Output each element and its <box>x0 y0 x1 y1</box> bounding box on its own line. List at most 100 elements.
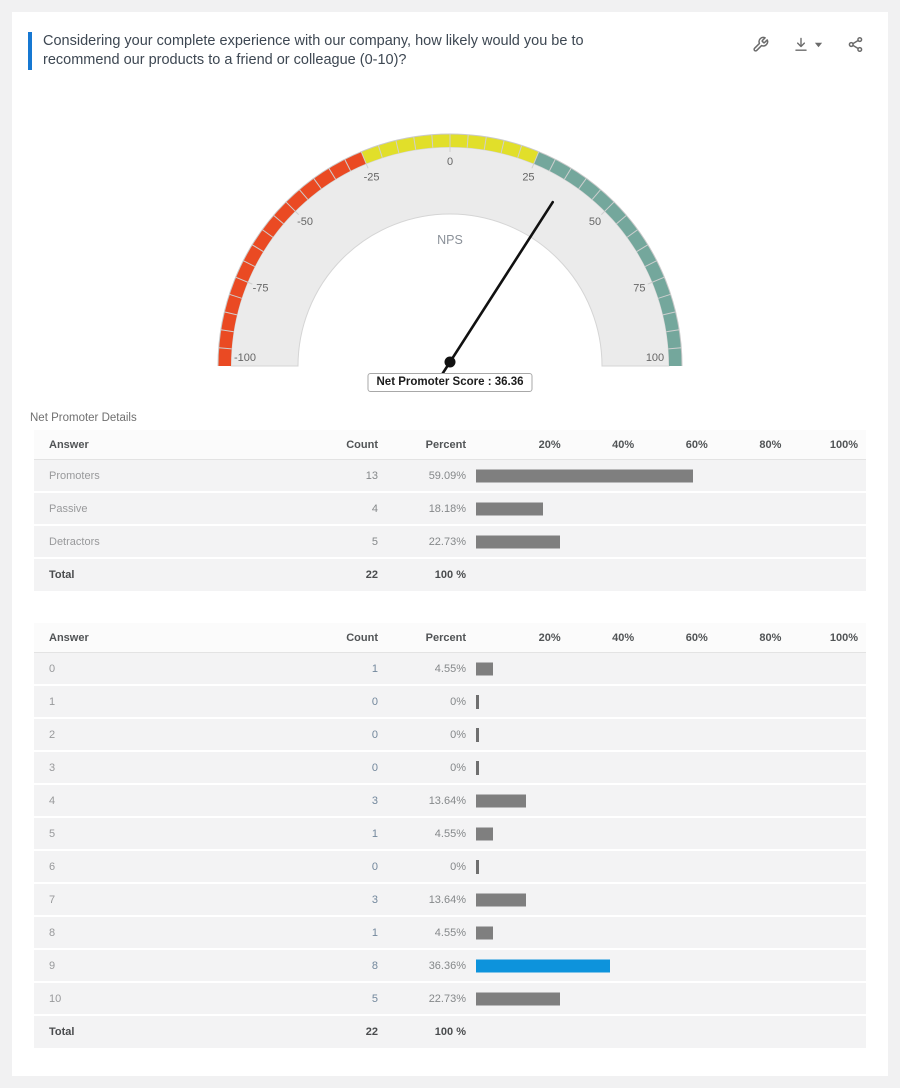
gauge-needle <box>437 201 555 381</box>
table-total-row: Total 22 100 % <box>34 559 866 592</box>
column-header-count: Count <box>346 631 378 644</box>
table-row: 7 3 13.64% <box>34 884 866 918</box>
column-header-percent: Percent <box>425 631 466 644</box>
gauge-tick <box>636 244 649 253</box>
bar-cell <box>466 686 866 717</box>
total-percent: 100 % <box>434 1026 466 1039</box>
count-cell[interactable]: 0 <box>371 761 378 774</box>
scale-label: 100% <box>829 631 859 644</box>
count-cell[interactable]: 5 <box>371 992 378 1005</box>
gauge-tick <box>466 134 469 148</box>
gauge-tick <box>344 159 352 172</box>
scale-header: 20% 40% 60% 80% 100% <box>466 623 866 652</box>
count-cell[interactable]: 1 <box>371 827 378 840</box>
count-cell[interactable]: 0 <box>371 728 378 741</box>
count-cell[interactable]: 1 <box>371 662 378 675</box>
answer-cell: 6 <box>49 860 56 873</box>
percent-bar <box>476 893 527 907</box>
download-button[interactable] <box>793 36 823 53</box>
nps-gauge-section: -100 -75 -50 -25 0 25 50 75 100 NPS Net Promoter … <box>12 84 888 406</box>
gauge-tick <box>220 329 234 333</box>
table-row: Passive 4 18.18% <box>34 493 866 527</box>
gauge-tick <box>235 277 253 285</box>
answer-cell: 5 <box>49 827 56 840</box>
question-header: Considering your complete experience wit… <box>12 12 888 71</box>
gauge-tick <box>218 347 232 350</box>
download-icon <box>795 37 807 51</box>
gauge-tick <box>413 137 417 151</box>
count-cell[interactable]: 1 <box>371 926 378 939</box>
header-actions <box>752 36 864 53</box>
column-header-answer: Answer <box>49 438 89 451</box>
share-icon <box>848 36 863 53</box>
gauge-tick <box>666 329 680 333</box>
gauge-tick <box>395 140 400 154</box>
percent-bar <box>476 694 479 709</box>
gauge-axis-label: -50 <box>297 216 313 228</box>
gauge-tick <box>616 215 627 225</box>
table-row: Detractors 5 22.73% <box>34 526 866 560</box>
question-title: Considering your complete experience wit… <box>28 32 659 71</box>
column-header-percent: Percent <box>425 438 466 451</box>
percent-cell: 59.09% <box>428 469 466 482</box>
percent-cell: 0% <box>450 761 466 774</box>
table-row: Promoters 13 59.09% <box>34 460 866 494</box>
total-label: Total <box>49 1026 75 1039</box>
percent-cell: 4.55% <box>434 926 466 939</box>
gauge-tick <box>578 178 587 190</box>
scale-label: 60% <box>685 631 708 644</box>
customize-button[interactable] <box>752 36 769 53</box>
table-row: 6 0 0% <box>34 851 866 885</box>
total-bar-cell <box>466 559 866 591</box>
scale-label: 20% <box>538 631 561 644</box>
scale-label: 100% <box>829 438 859 451</box>
gauge-tick <box>626 229 638 238</box>
gauge-chart: -100 -75 -50 -25 0 25 50 75 100 NPS <box>217 133 683 381</box>
count-cell[interactable]: 0 <box>371 695 378 708</box>
answer-cell: Passive <box>49 502 88 515</box>
bar-cell <box>466 460 866 491</box>
scale-header: 20% 40% 60% 80% 100% <box>466 430 866 459</box>
answer-cell: 4 <box>49 794 56 807</box>
answer-cell: 9 <box>49 959 56 972</box>
answer-cell: 7 <box>49 893 56 906</box>
gauge-tick <box>360 151 369 169</box>
answer-cell: 1 <box>49 695 56 708</box>
bar-cell <box>466 493 866 524</box>
gauge-axis-label: -100 <box>234 352 256 364</box>
bar-cell <box>466 983 866 1014</box>
gauge-tick <box>328 168 336 180</box>
table-total-row: Total 22 100 % <box>34 1016 866 1049</box>
gauge-center-label: NPS <box>437 233 463 247</box>
gauge-tooltip: Net Promoter Score : 36.36 <box>367 373 533 393</box>
percent-cell: 4.55% <box>434 662 466 675</box>
scale-label: 40% <box>612 438 635 451</box>
percent-cell: 4.55% <box>434 827 466 840</box>
percent-cell: 0% <box>450 695 466 708</box>
gauge-tick <box>243 260 256 268</box>
answer-cell: Promoters <box>49 469 100 482</box>
report-card: Considering your complete experience wit… <box>12 12 888 1076</box>
total-label: Total <box>49 569 75 582</box>
gauge-tick <box>600 201 615 216</box>
share-button[interactable] <box>847 36 864 53</box>
count-cell[interactable]: 3 <box>371 794 378 807</box>
count-cell[interactable]: 8 <box>371 959 378 972</box>
gauge-tick <box>285 201 300 216</box>
gauge-tick <box>500 140 505 154</box>
percent-bar <box>476 760 479 775</box>
gauge-tick <box>273 215 284 225</box>
count-cell[interactable]: 3 <box>371 893 378 906</box>
answer-cell: 3 <box>49 761 56 774</box>
gauge-axis-label: 75 <box>633 283 645 295</box>
gauge-axis-label: 25 <box>522 172 534 184</box>
count-cell[interactable]: 0 <box>371 860 378 873</box>
gauge-tick <box>647 277 665 285</box>
table-row: 0 1 4.55% <box>34 653 866 687</box>
promoter-zone <box>533 151 682 367</box>
percent-cell: 22.73% <box>428 535 466 548</box>
table-header-row: Answer Count Percent 20% 40% 60% 80% 100% <box>34 623 866 654</box>
scale-label: 80% <box>759 631 782 644</box>
gauge-axis-label: 100 <box>646 352 664 364</box>
gauge-tick <box>658 294 671 300</box>
